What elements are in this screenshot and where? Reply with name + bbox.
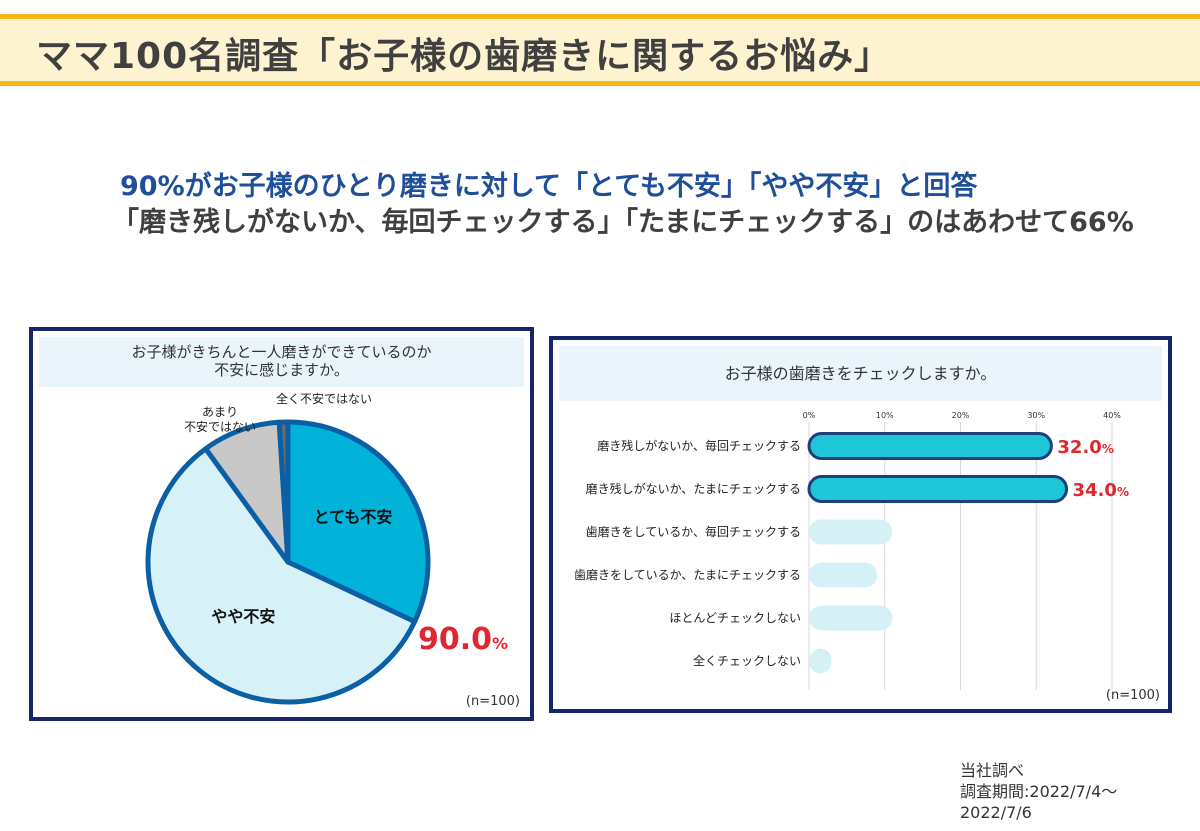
bar-chart: 0% 10% 20% 30% 40% 磨き残しがないか、毎回チェックする 32.0% 磨き残し… [574, 411, 1129, 690]
pie-callout-value: 90.0% [418, 622, 508, 657]
pie-slice [285, 419, 431, 625]
bar-tick-label: 20% [952, 411, 970, 420]
bar-tick-label: 0% [803, 411, 816, 420]
pie-label-not-at-all: 全く不安ではない [276, 391, 372, 406]
bar-category-label: ほとんどチェックしない [669, 611, 801, 625]
pie-slice [276, 419, 291, 565]
bar-tick-label: 10% [876, 411, 894, 420]
bar [809, 605, 893, 631]
bar [809, 648, 832, 674]
bar [809, 519, 893, 545]
pie-label-not-very-line1: あまり [202, 405, 238, 419]
bar-category-label: 歯磨きをしているか、毎回チェックする [586, 524, 801, 539]
bar [807, 475, 1069, 503]
source-line-3: 2022/7/6 [960, 803, 1032, 822]
pie-sample-size: (n=100) [465, 694, 520, 709]
pie-question-header: お子様がきちんと一人磨きができているのか 不安に感じますか。 [39, 337, 524, 387]
source-note: 当社調べ 調査期間:2022/7/4～ 2022/7/6 [960, 760, 1117, 823]
bar-tick-label: 30% [1027, 411, 1045, 420]
pie-label-very-anxious: とても不安 [314, 508, 393, 527]
pie-question-line-1: お子様がきちんと一人磨きができているのか [131, 343, 432, 361]
pie-chart-panel: お子様がきちんと一人磨きができているのか 不安に感じますか。 とても不安やや不安… [29, 327, 534, 721]
bar [809, 562, 878, 588]
page-title: ママ100名調査「お子様の歯磨きに関するお悩み」 [36, 36, 892, 77]
bar [807, 432, 1053, 460]
headline-secondary: 「磨き残しがないか、毎回チェックする」「たまにチェックする」のはあわせて66% [112, 207, 1134, 238]
headline-primary: 90%がお子様のひとり磨きに対して「とても不安」「やや不安」と回答 [120, 171, 978, 202]
bar-sample-size: (n=100) [1105, 688, 1160, 703]
bar-data-label: 34.0% [1073, 480, 1129, 501]
pie-label-not-very-line2: 不安ではない [184, 419, 256, 434]
pie-question-line-2: 不安に感じますか。 [214, 361, 349, 379]
bar-tick-label: 40% [1103, 411, 1121, 420]
pie-slice [145, 446, 418, 705]
bar-chart-panel: お子様の歯磨きをチェックしますか。 0% 10% 20% 30% 40% 磨き残しがないか… [549, 336, 1172, 713]
bar-category-label: 磨き残しがないか、毎回チェックする [597, 438, 801, 453]
bar-category-label: 歯磨きをしているか、たまにチェックする [574, 568, 801, 582]
bar-question-header: お子様の歯磨きをチェックしますか。 [559, 346, 1162, 401]
bar-data-label: 32.0% [1057, 437, 1113, 458]
title-band: ママ100名調査「お子様の歯磨きに関するお悩み」 [0, 14, 1200, 86]
bar-category-label: 磨き残しがないか、たまにチェックする [586, 481, 801, 496]
pie-label-somewhat-anxious: やや不安 [211, 607, 275, 626]
bar-category-label: 全くチェックしない [693, 653, 801, 668]
source-line-1: 当社調べ [960, 761, 1025, 780]
source-line-2: 調査期間:2022/7/4～ [960, 782, 1118, 801]
